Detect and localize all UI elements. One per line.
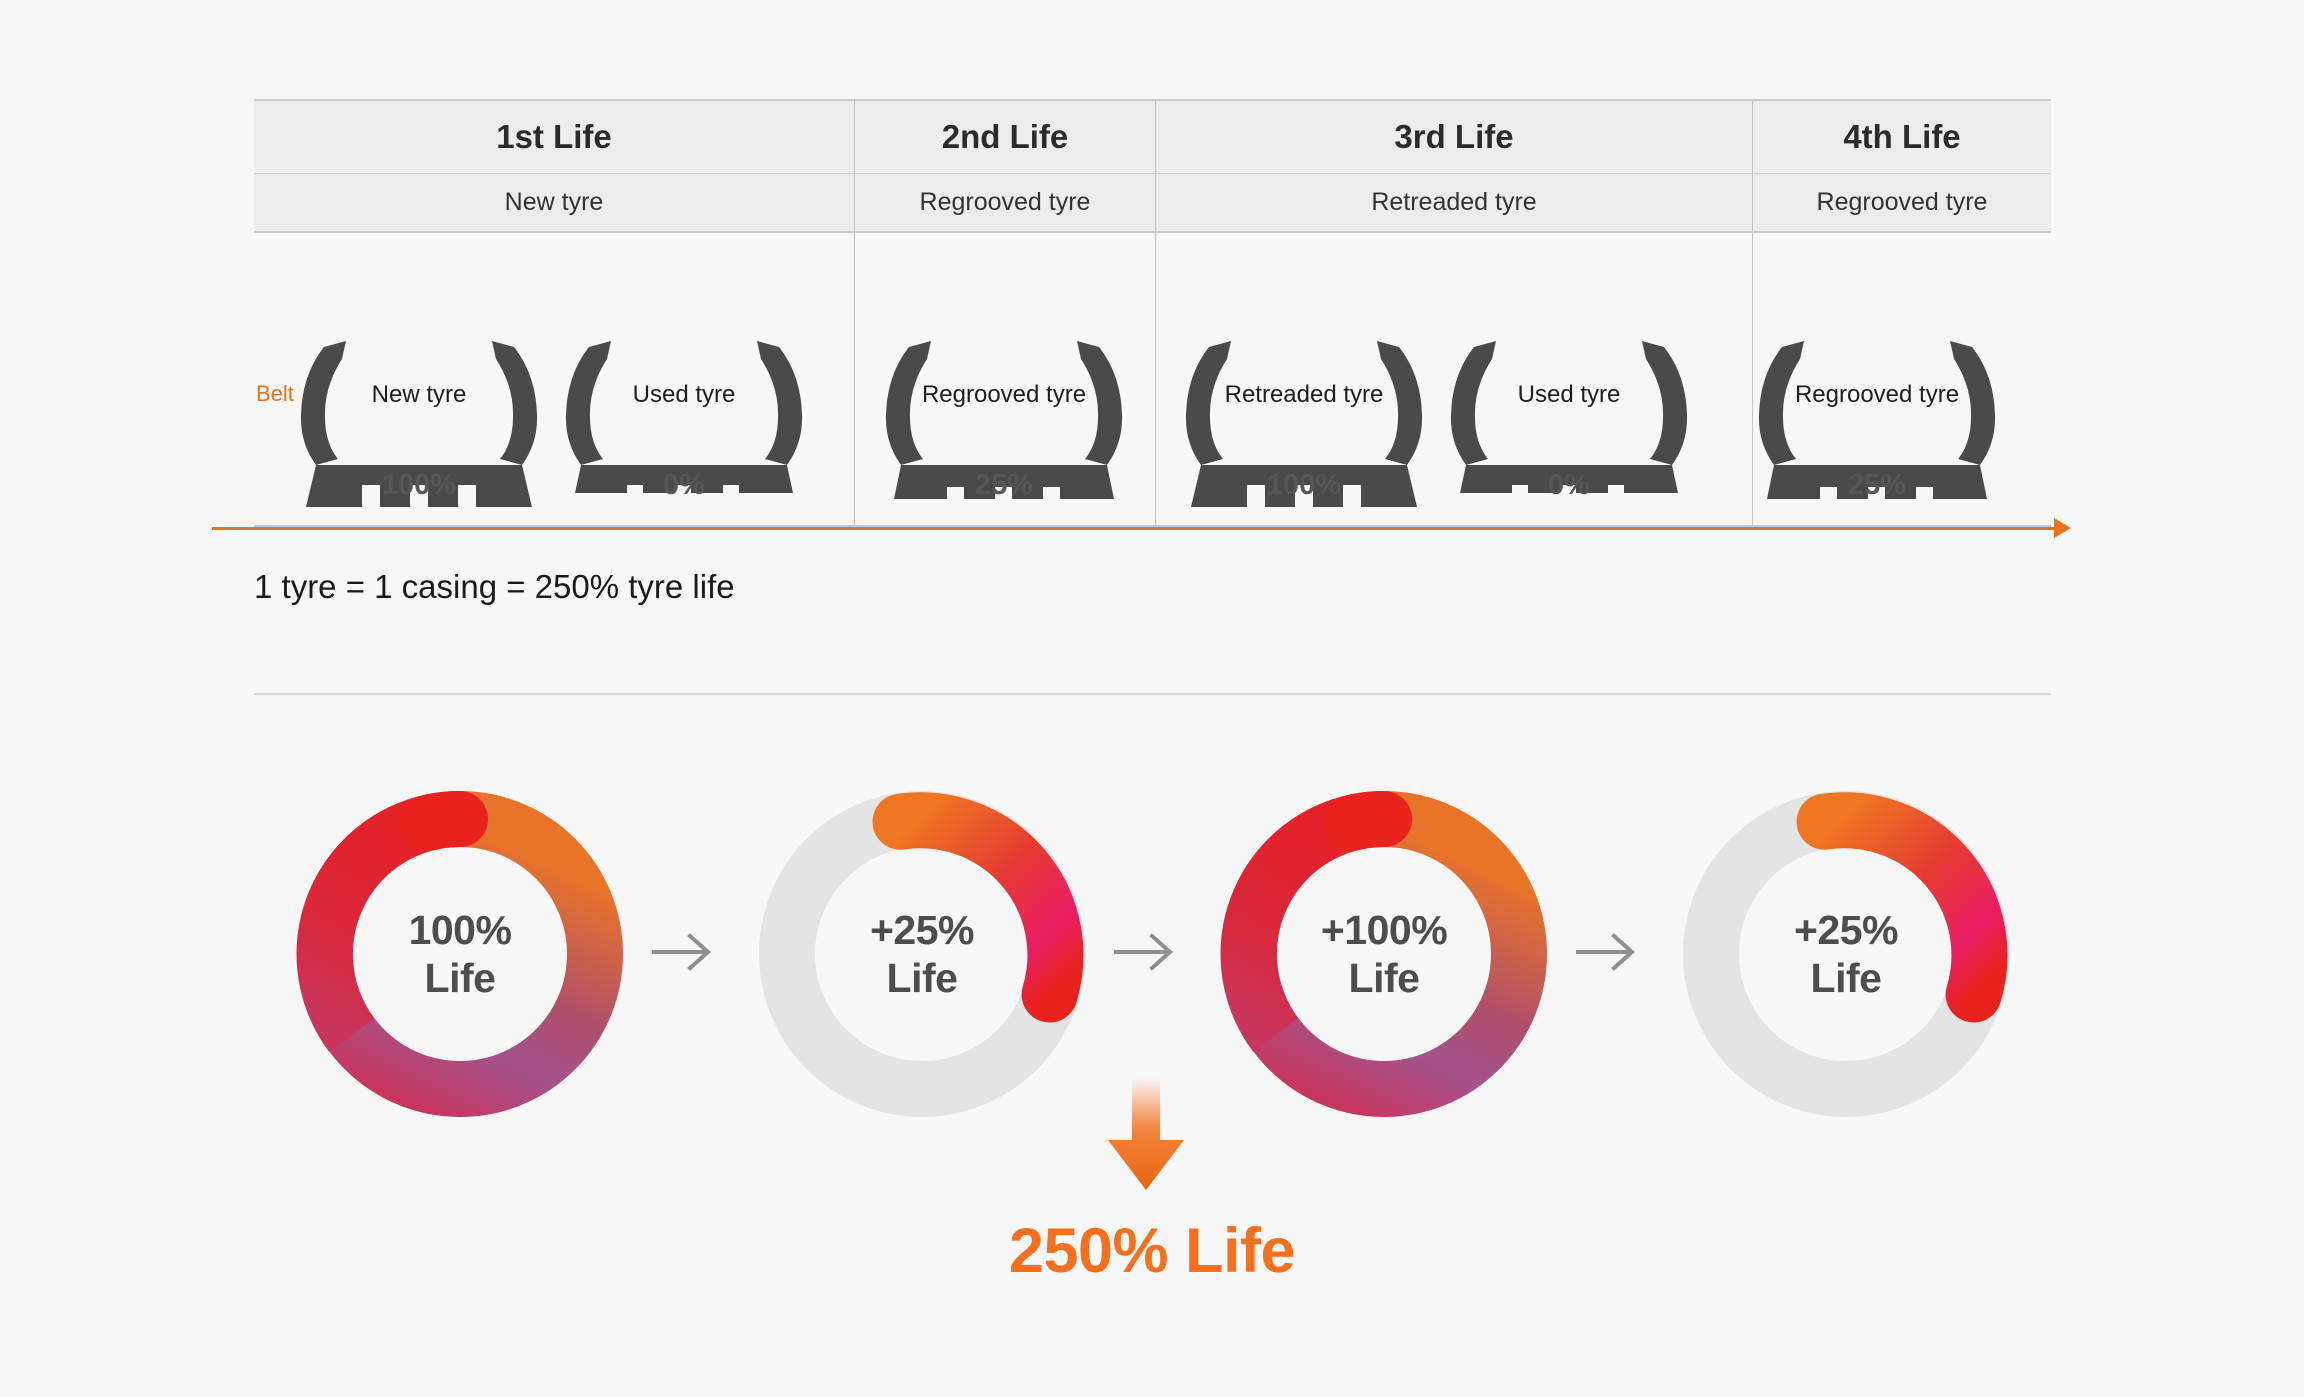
table-subheader-cell-type-2: Regrooved tyre xyxy=(854,173,1155,231)
step-arrow-1-icon xyxy=(650,930,720,974)
tyre-figure-used-2: Used tyre xyxy=(1444,325,1694,525)
life-accumulation-chart: 100% Life +25% Life xyxy=(290,784,2020,1124)
step-arrow-2-icon xyxy=(1112,930,1182,974)
tyre-cross-section-icon xyxy=(565,340,803,495)
tyre-label: Used tyre xyxy=(1517,380,1621,408)
table-subheader-row: New tyre Regrooved tyre Retreaded tyre R… xyxy=(254,172,2051,233)
table-subheader-cell-type-3: Retreaded tyre xyxy=(1155,173,1752,231)
belt-line xyxy=(212,526,2059,530)
table-cell-tyres-4 xyxy=(1752,232,2051,525)
step-arrow-3-icon xyxy=(1574,930,1644,974)
tyre-figure-regrooved-2: Regrooved tyre xyxy=(1752,325,2002,525)
tyre-lifecycle-table: 1st Life 2nd Life 3rd Life 4th Life New … xyxy=(212,99,2071,538)
tyre-figure-retreaded: Retreaded tyre xyxy=(1179,325,1429,525)
donut-unit-3: Life xyxy=(1348,955,1420,1001)
donut-ring-icon xyxy=(1683,791,2009,1117)
tyre-figure-new-1: New tyre xyxy=(294,325,544,525)
tyre-label: Retreaded tyre xyxy=(1224,380,1384,408)
table-subheader-cell-type-1: New tyre xyxy=(504,187,604,216)
donut-value-3: +100% xyxy=(1320,906,1448,953)
tyre-figure-used-1: Used tyre xyxy=(559,325,809,525)
table-cell-tyres-3 xyxy=(1155,232,1752,525)
belt-label: Belt xyxy=(256,381,294,406)
tyre-label: Used tyre xyxy=(632,380,736,408)
donut-value-2: +25% xyxy=(869,906,975,953)
table-cell-tyres-2 xyxy=(854,232,1155,525)
donut-ring-icon xyxy=(759,791,1085,1117)
donut-value-1: 100% xyxy=(408,906,512,953)
donut-chart-3: +100% Life xyxy=(1214,784,1554,1124)
tyre-cross-section-icon xyxy=(1185,340,1423,507)
table-header-cell-life-1: 1st Life xyxy=(496,118,612,155)
total-arrow-down-icon xyxy=(1096,1078,1196,1198)
lifecycle-caption: 1 tyre = 1 casing = 250% tyre life xyxy=(254,568,735,605)
table-header-cell-life-3: 3rd Life xyxy=(1155,101,1752,173)
donut-chart-4: +25% Life xyxy=(1676,784,2016,1124)
tyre-percent: 25% xyxy=(1847,468,1907,501)
donut-center-label-4: +25% Life xyxy=(1676,784,2016,1124)
donut-center-label-3: +100% Life xyxy=(1214,784,1554,1124)
table-subheader-cell-type-4: Regrooved tyre xyxy=(1752,173,2051,231)
donut-chart-2: +25% Life xyxy=(752,784,1092,1124)
total-life-label: 250% Life xyxy=(1008,1216,1296,1286)
tyre-figure-regrooved-1: Regrooved tyre xyxy=(879,325,1129,525)
donut-chart-1: 100% Life xyxy=(290,784,630,1124)
tyre-percent: 0% xyxy=(663,468,705,501)
table-header-cell-life-4: 4th Life xyxy=(1752,101,2051,173)
tyre-percent: 25% xyxy=(974,468,1034,501)
tyre-percent: 100% xyxy=(1266,468,1342,501)
tyre-label: New tyre xyxy=(371,380,467,408)
donut-unit-1: Life xyxy=(424,955,496,1001)
tyre-label: Regrooved tyre xyxy=(921,380,1087,408)
table-tyre-row: New tyre 100% Used tyre 0% xyxy=(212,232,2071,538)
donut-ring-icon xyxy=(1220,790,1547,1117)
table-header-row: 1st Life 2nd Life 3rd Life 4th Life xyxy=(254,99,2051,173)
donut-value-4: +25% xyxy=(1793,906,1899,953)
tyre-cross-section-icon xyxy=(885,340,1123,501)
donut-unit-4: Life xyxy=(1810,955,1882,1001)
donut-center-label-2: +25% Life xyxy=(752,784,1092,1124)
belt-arrowhead-icon xyxy=(2054,517,2071,538)
tyre-label: Regrooved tyre xyxy=(1794,380,1960,408)
donut-ring-icon xyxy=(296,790,623,1117)
donut-unit-2: Life xyxy=(886,955,958,1001)
tyre-percent: 100% xyxy=(381,468,457,501)
table-header-cell-life-2: 2nd Life xyxy=(854,101,1155,173)
donut-center-label-1: 100% Life xyxy=(290,784,630,1124)
tyre-percent: 0% xyxy=(1548,468,1590,501)
tyre-cross-section-icon xyxy=(1450,340,1688,495)
section-divider xyxy=(254,693,2051,695)
tyre-cross-section-icon xyxy=(1758,340,1996,501)
tyre-cross-section-icon xyxy=(300,340,538,507)
